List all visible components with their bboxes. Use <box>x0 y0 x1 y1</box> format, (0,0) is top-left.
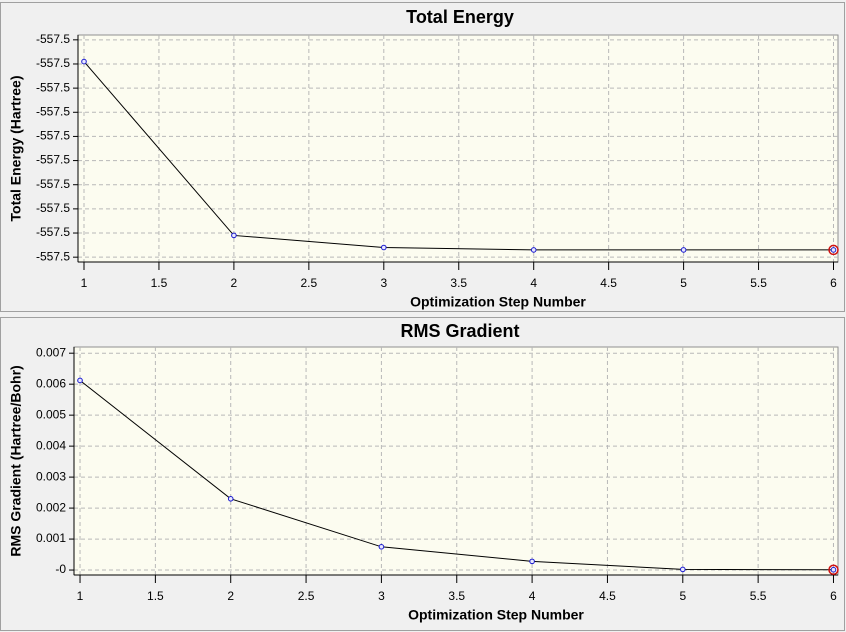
y-tick-label: 0.005 <box>36 407 66 421</box>
y-tick-label: -0 <box>55 562 66 576</box>
x-tick-label: 3.5 <box>448 589 465 603</box>
series-line <box>79 380 834 571</box>
y-tick-label: -557.5 <box>36 177 70 191</box>
data-point <box>81 58 87 65</box>
data-point <box>378 544 385 550</box>
x-tick-label: 3.5 <box>450 276 467 290</box>
x-axis-label: Optimization Step Number <box>408 607 584 623</box>
x-tick-label: 2 <box>227 589 234 603</box>
highlight-ring <box>828 564 839 575</box>
data-point <box>530 247 537 253</box>
x-tick-label: 6 <box>830 276 837 290</box>
x-tick-label: 4.5 <box>600 276 617 290</box>
y-axis-label: RMS Gradient (Hartree/Bohr) <box>8 365 24 556</box>
data-point <box>77 377 83 384</box>
y-axis-label: Total Energy (Hartree) <box>8 76 24 222</box>
y-tick-label: -557.5 <box>36 153 70 167</box>
x-tick-label: 4.5 <box>599 589 616 603</box>
series-line <box>83 61 834 251</box>
x-tick-label: 1 <box>81 276 88 290</box>
x-tick-label: 2 <box>231 276 238 290</box>
y-tick-label: -557.5 <box>36 225 70 239</box>
y-tick-label: -557.5 <box>36 201 70 215</box>
y-tick-label: 0.006 <box>36 376 66 390</box>
data-point <box>679 566 686 573</box>
x-tick-label: 1.5 <box>147 589 164 603</box>
chart-title: RMS Gradient <box>400 321 519 341</box>
data-point <box>231 232 237 239</box>
x-tick-label: 5 <box>680 276 687 290</box>
y-tick-label: -557.5 <box>36 80 70 94</box>
x-tick-label: 6 <box>830 589 837 603</box>
x-tick-label: 3 <box>380 276 387 290</box>
y-tick-label: 0.007 <box>36 345 66 359</box>
y-tick-label: 0.003 <box>36 469 66 483</box>
y-tick-label: 0.004 <box>36 438 66 452</box>
y-tick-label: -557.5 <box>36 129 70 143</box>
data-point <box>529 558 535 565</box>
y-tick-label: -557.5 <box>36 32 70 46</box>
y-tick-label: -557.5 <box>36 56 70 70</box>
data-point <box>830 566 837 573</box>
chart-title: Total Energy <box>406 7 514 27</box>
x-axis-label: Optimization Step Number <box>410 294 586 310</box>
data-point <box>227 495 234 502</box>
y-tick-label: -557.5 <box>36 104 70 118</box>
x-tick-label: 5 <box>679 589 686 603</box>
y-tick-label: 0.002 <box>36 500 66 514</box>
x-tick-label: 3 <box>378 589 385 603</box>
highlight-ring <box>828 244 839 256</box>
plot-area <box>73 346 839 576</box>
x-tick-label: 1.5 <box>151 276 168 290</box>
x-tick-label: 2.5 <box>301 276 318 290</box>
x-tick-label: 1 <box>77 589 84 603</box>
y-tick-label: -557.5 <box>36 249 70 263</box>
x-tick-label: 4 <box>530 276 537 290</box>
x-tick-label: 5.5 <box>750 589 767 603</box>
x-tick-label: 2.5 <box>298 589 315 603</box>
plot-area <box>77 34 839 263</box>
data-point <box>830 247 837 253</box>
data-point <box>380 244 387 251</box>
y-tick-label: 0.001 <box>36 531 66 545</box>
x-tick-label: 5.5 <box>750 276 767 290</box>
x-tick-label: 4 <box>529 589 536 603</box>
data-point <box>680 247 687 253</box>
